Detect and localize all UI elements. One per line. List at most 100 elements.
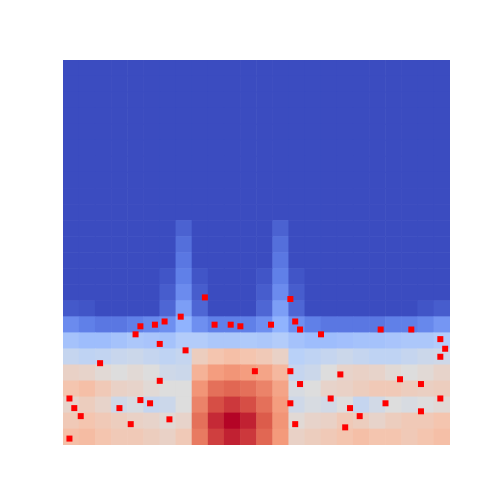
heat-cell	[208, 348, 225, 365]
heat-cell	[95, 204, 112, 221]
heat-cell	[127, 172, 144, 189]
heat-cell	[434, 284, 450, 301]
heat-cell	[208, 284, 225, 301]
heat-cell	[369, 60, 386, 76]
heat-cell	[111, 156, 128, 173]
heat-cell	[224, 140, 241, 157]
heat-cell	[95, 236, 112, 253]
heat-cell	[337, 348, 354, 365]
heat-cell	[417, 413, 434, 430]
heat-cell	[272, 364, 289, 381]
heat-cell	[353, 413, 370, 430]
heat-cell	[224, 156, 241, 173]
heat-cell	[353, 268, 370, 285]
heat-cell	[79, 220, 96, 237]
heat-cell	[63, 124, 79, 141]
heat-cell	[79, 364, 96, 381]
heat-cell	[369, 124, 386, 141]
heat-cell	[224, 397, 241, 414]
heat-cell	[143, 76, 160, 93]
mask-point	[442, 346, 448, 352]
heat-cell	[208, 220, 225, 237]
heat-cell	[127, 252, 144, 269]
heat-cell	[417, 300, 434, 317]
heat-cell	[272, 348, 289, 365]
heat-cell	[272, 381, 289, 398]
heat-cell	[256, 108, 273, 125]
heat-cell	[224, 429, 241, 445]
heat-cell	[385, 381, 402, 398]
heat-cell	[95, 220, 112, 237]
heat-cell	[176, 188, 193, 205]
heat-cell	[95, 252, 112, 269]
heat-cell	[224, 108, 241, 125]
heat-cell	[176, 364, 193, 381]
heat-cell	[240, 381, 257, 398]
mask-point	[133, 331, 139, 337]
heat-cell	[337, 429, 354, 445]
heat-cell	[240, 284, 257, 301]
heat-cell	[417, 188, 434, 205]
mask-point	[183, 347, 189, 353]
heat-cell	[240, 348, 257, 365]
heat-cell	[159, 124, 176, 141]
heat-cell	[95, 397, 112, 414]
heat-cell	[143, 397, 160, 414]
heat-cell	[288, 140, 305, 157]
heat-cell	[63, 92, 79, 109]
heat-cell	[95, 92, 112, 109]
heat-cell	[272, 76, 289, 93]
heat-cell	[305, 76, 322, 93]
heat-cell	[401, 397, 418, 414]
heat-cell	[337, 316, 354, 333]
heat-cell	[434, 188, 450, 205]
mask-point	[378, 327, 384, 333]
heat-cell	[240, 172, 257, 189]
heat-cell	[127, 381, 144, 398]
heat-cell	[224, 252, 241, 269]
heat-cell	[369, 252, 386, 269]
heat-cell	[288, 204, 305, 221]
heat-cell	[288, 381, 305, 398]
heat-cell	[353, 236, 370, 253]
heat-cell	[305, 252, 322, 269]
heat-cell	[256, 204, 273, 221]
heat-cell	[159, 204, 176, 221]
mask-point	[297, 327, 303, 333]
heat-cell	[95, 156, 112, 173]
mask-point	[237, 323, 243, 329]
heat-cell	[434, 92, 450, 109]
heat-cell	[417, 236, 434, 253]
heat-cell	[337, 332, 354, 349]
heat-cell	[401, 220, 418, 237]
heat-cell	[353, 332, 370, 349]
heat-cell	[305, 188, 322, 205]
heat-cell	[401, 124, 418, 141]
heat-cell	[434, 300, 450, 317]
heat-cell	[305, 348, 322, 365]
heat-cell	[159, 348, 176, 365]
heat-cell	[111, 92, 128, 109]
heat-cell	[192, 252, 209, 269]
heat-cell	[385, 284, 402, 301]
heat-cell	[127, 316, 144, 333]
heat-cell	[256, 140, 273, 157]
heat-cell	[63, 364, 79, 381]
heat-cell	[79, 300, 96, 317]
heat-cell	[256, 284, 273, 301]
heat-cell	[224, 220, 241, 237]
mask-point	[437, 336, 443, 342]
heat-cell	[288, 413, 305, 430]
heat-cell	[63, 284, 79, 301]
heat-cell	[143, 108, 160, 125]
heat-cell	[337, 124, 354, 141]
heat-cell	[127, 364, 144, 381]
heat-cell	[369, 332, 386, 349]
heat-cell	[63, 236, 79, 253]
heat-cell	[288, 92, 305, 109]
heat-cell	[321, 413, 338, 430]
heat-cell	[353, 156, 370, 173]
heat-cell	[434, 60, 450, 76]
heat-cell	[111, 316, 128, 333]
heat-cell	[143, 204, 160, 221]
